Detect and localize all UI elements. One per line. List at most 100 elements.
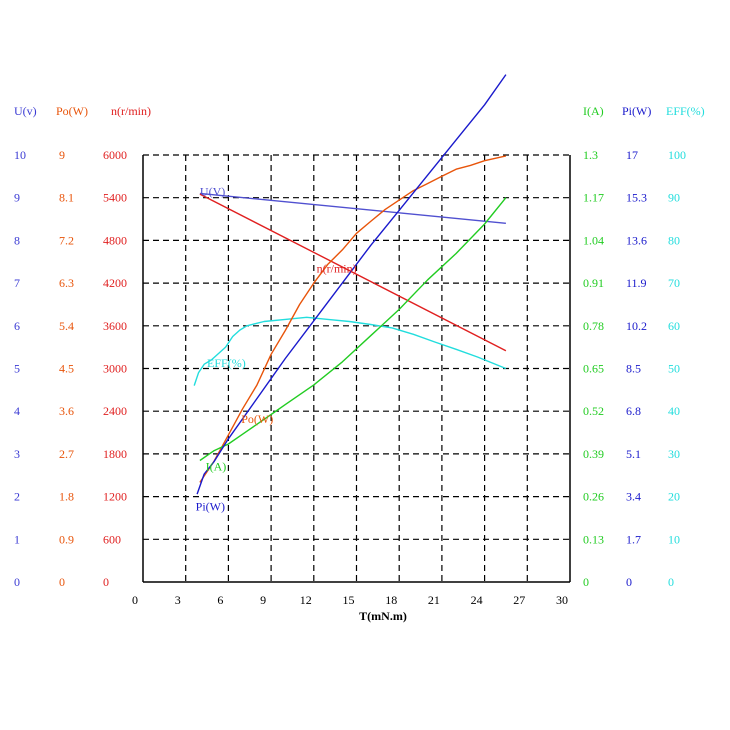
y-tick-label-u: 2 (14, 490, 20, 504)
y-tick-label-u: 3 (14, 447, 20, 461)
y-tick-label-n: 1800 (103, 447, 127, 461)
y-tick-label-po: 0.9 (59, 532, 74, 546)
y-tick-label-po: 5.4 (59, 319, 74, 333)
x-axis-title: T(mN.m) (359, 609, 407, 623)
y-tick-label-eff: 50 (668, 362, 680, 376)
y-tick-label-n: 600 (103, 532, 121, 546)
y-tick-label-pi: 3.4 (626, 490, 641, 504)
x-tick-label: 6 (217, 593, 223, 607)
y-tick-label-u: 0 (14, 575, 20, 589)
axes: 0 3 6 9 12 15 18 21 24 27 30T(mN.m)U(v)01234567891… (14, 104, 705, 623)
x-tick-label: 18 (385, 593, 397, 607)
y-tick-label-eff: 70 (668, 276, 680, 290)
series-line-pi (196, 74, 507, 495)
y-tick-label-n: 5400 (103, 191, 127, 205)
x-tick-label: 12 (300, 593, 312, 607)
series-label-pi: Pi(W) (196, 499, 225, 513)
y-tick-label-n: 3000 (103, 362, 127, 376)
y-tick-label-pi: 10.2 (626, 319, 647, 333)
series-line-n (199, 193, 507, 352)
y-tick-label-po: 6.3 (59, 276, 74, 290)
series-label-u: U(V) (200, 185, 225, 199)
y-tick-label-eff: 60 (668, 319, 680, 333)
y-tick-label-pi: 11.9 (626, 276, 647, 290)
y-tick-label-pi: 1.7 (626, 532, 641, 546)
x-tick-label: 9 (260, 593, 266, 607)
y-tick-label-n: 0 (103, 575, 109, 589)
y-tick-label-eff: 80 (668, 233, 680, 247)
x-tick-label: 0 (132, 593, 138, 607)
series-label-n: n(r/min) (317, 261, 357, 275)
y-tick-label-eff: 30 (668, 447, 680, 461)
y-tick-label-pi: 6.8 (626, 404, 641, 418)
y-tick-label-u: 6 (14, 319, 20, 333)
y-tick-label-n: 4800 (103, 233, 127, 247)
x-tick-label: 21 (428, 593, 440, 607)
axis-title-po: Po(W) (56, 104, 88, 118)
y-tick-label-pi: 8.5 (626, 362, 641, 376)
y-tick-label-n: 2400 (103, 404, 127, 418)
y-tick-label-u: 5 (14, 362, 20, 376)
labels: U(V) n(r/min) EFF(%) Po(W) I(A) Pi(W) (196, 185, 357, 514)
y-tick-label-u: 4 (14, 404, 20, 418)
y-tick-label-u: 10 (14, 148, 26, 162)
y-tick-label-n: 1200 (103, 490, 127, 504)
x-tick-label: 27 (513, 593, 525, 607)
y-tick-label-i: 0.13 (583, 532, 604, 546)
y-tick-label-pi: 17 (626, 148, 638, 162)
y-tick-label-i: 1.17 (583, 191, 604, 205)
axis-title-pi: Pi(W) (622, 104, 651, 118)
x-tick-label: 15 (343, 593, 355, 607)
axis-title-i: I(A) (583, 104, 604, 118)
y-tick-label-u: 7 (14, 276, 20, 290)
y-tick-label-pi: 0 (626, 575, 632, 589)
y-tick-label-i: 0 (583, 575, 589, 589)
y-tick-label-eff: 20 (668, 490, 680, 504)
y-tick-label-po: 3.6 (59, 404, 74, 418)
series (193, 74, 507, 495)
y-tick-label-i: 0.39 (583, 447, 604, 461)
y-tick-label-eff: 90 (668, 191, 680, 205)
y-tick-label-pi: 13.6 (626, 233, 647, 247)
y-tick-label-pi: 5.1 (626, 447, 641, 461)
y-tick-label-eff: 0 (668, 575, 674, 589)
axis-title-eff: EFF(%) (666, 104, 705, 118)
y-tick-label-i: 0.26 (583, 490, 604, 504)
y-tick-label-i: 1.04 (583, 233, 604, 247)
series-line-eff (193, 316, 507, 386)
y-tick-label-po: 4.5 (59, 362, 74, 376)
x-tick-label: 24 (471, 593, 483, 607)
y-tick-label-n: 4200 (103, 276, 127, 290)
y-tick-label-eff: 10 (668, 532, 680, 546)
y-tick-label-n: 6000 (103, 148, 127, 162)
y-tick-label-po: 9 (59, 148, 65, 162)
y-tick-label-n: 3600 (103, 319, 127, 333)
x-tick-label: 30 (556, 593, 568, 607)
y-tick-label-pi: 15.3 (626, 191, 647, 205)
y-tick-label-i: 0.78 (583, 319, 604, 333)
y-tick-label-u: 1 (14, 532, 20, 546)
y-tick-label-eff: 40 (668, 404, 680, 418)
grid (143, 154, 570, 582)
y-tick-label-u: 9 (14, 191, 20, 205)
series-label-eff: EFF(%) (207, 356, 246, 370)
y-tick-label-po: 0 (59, 575, 65, 589)
y-tick-label-u: 8 (14, 233, 20, 247)
y-tick-label-i: 1.3 (583, 148, 598, 162)
y-tick-label-po: 8.1 (59, 191, 74, 205)
series-label-i: I(A) (206, 459, 227, 473)
series-line-i (199, 197, 507, 462)
axis-title-n: n(r/min) (111, 104, 151, 118)
y-tick-label-eff: 100 (668, 148, 686, 162)
axis-title-u: U(v) (14, 104, 37, 118)
y-tick-label-i: 0.91 (583, 276, 604, 290)
series-line-po (199, 155, 507, 483)
y-tick-label-po: 7.2 (59, 233, 74, 247)
series-line-u (199, 192, 506, 224)
x-tick-label: 3 (175, 593, 181, 607)
y-tick-label-po: 1.8 (59, 490, 74, 504)
y-tick-label-po: 2.7 (59, 447, 74, 461)
y-tick-label-i: 0.65 (583, 362, 604, 376)
series-label-po: Po(W) (241, 412, 273, 426)
